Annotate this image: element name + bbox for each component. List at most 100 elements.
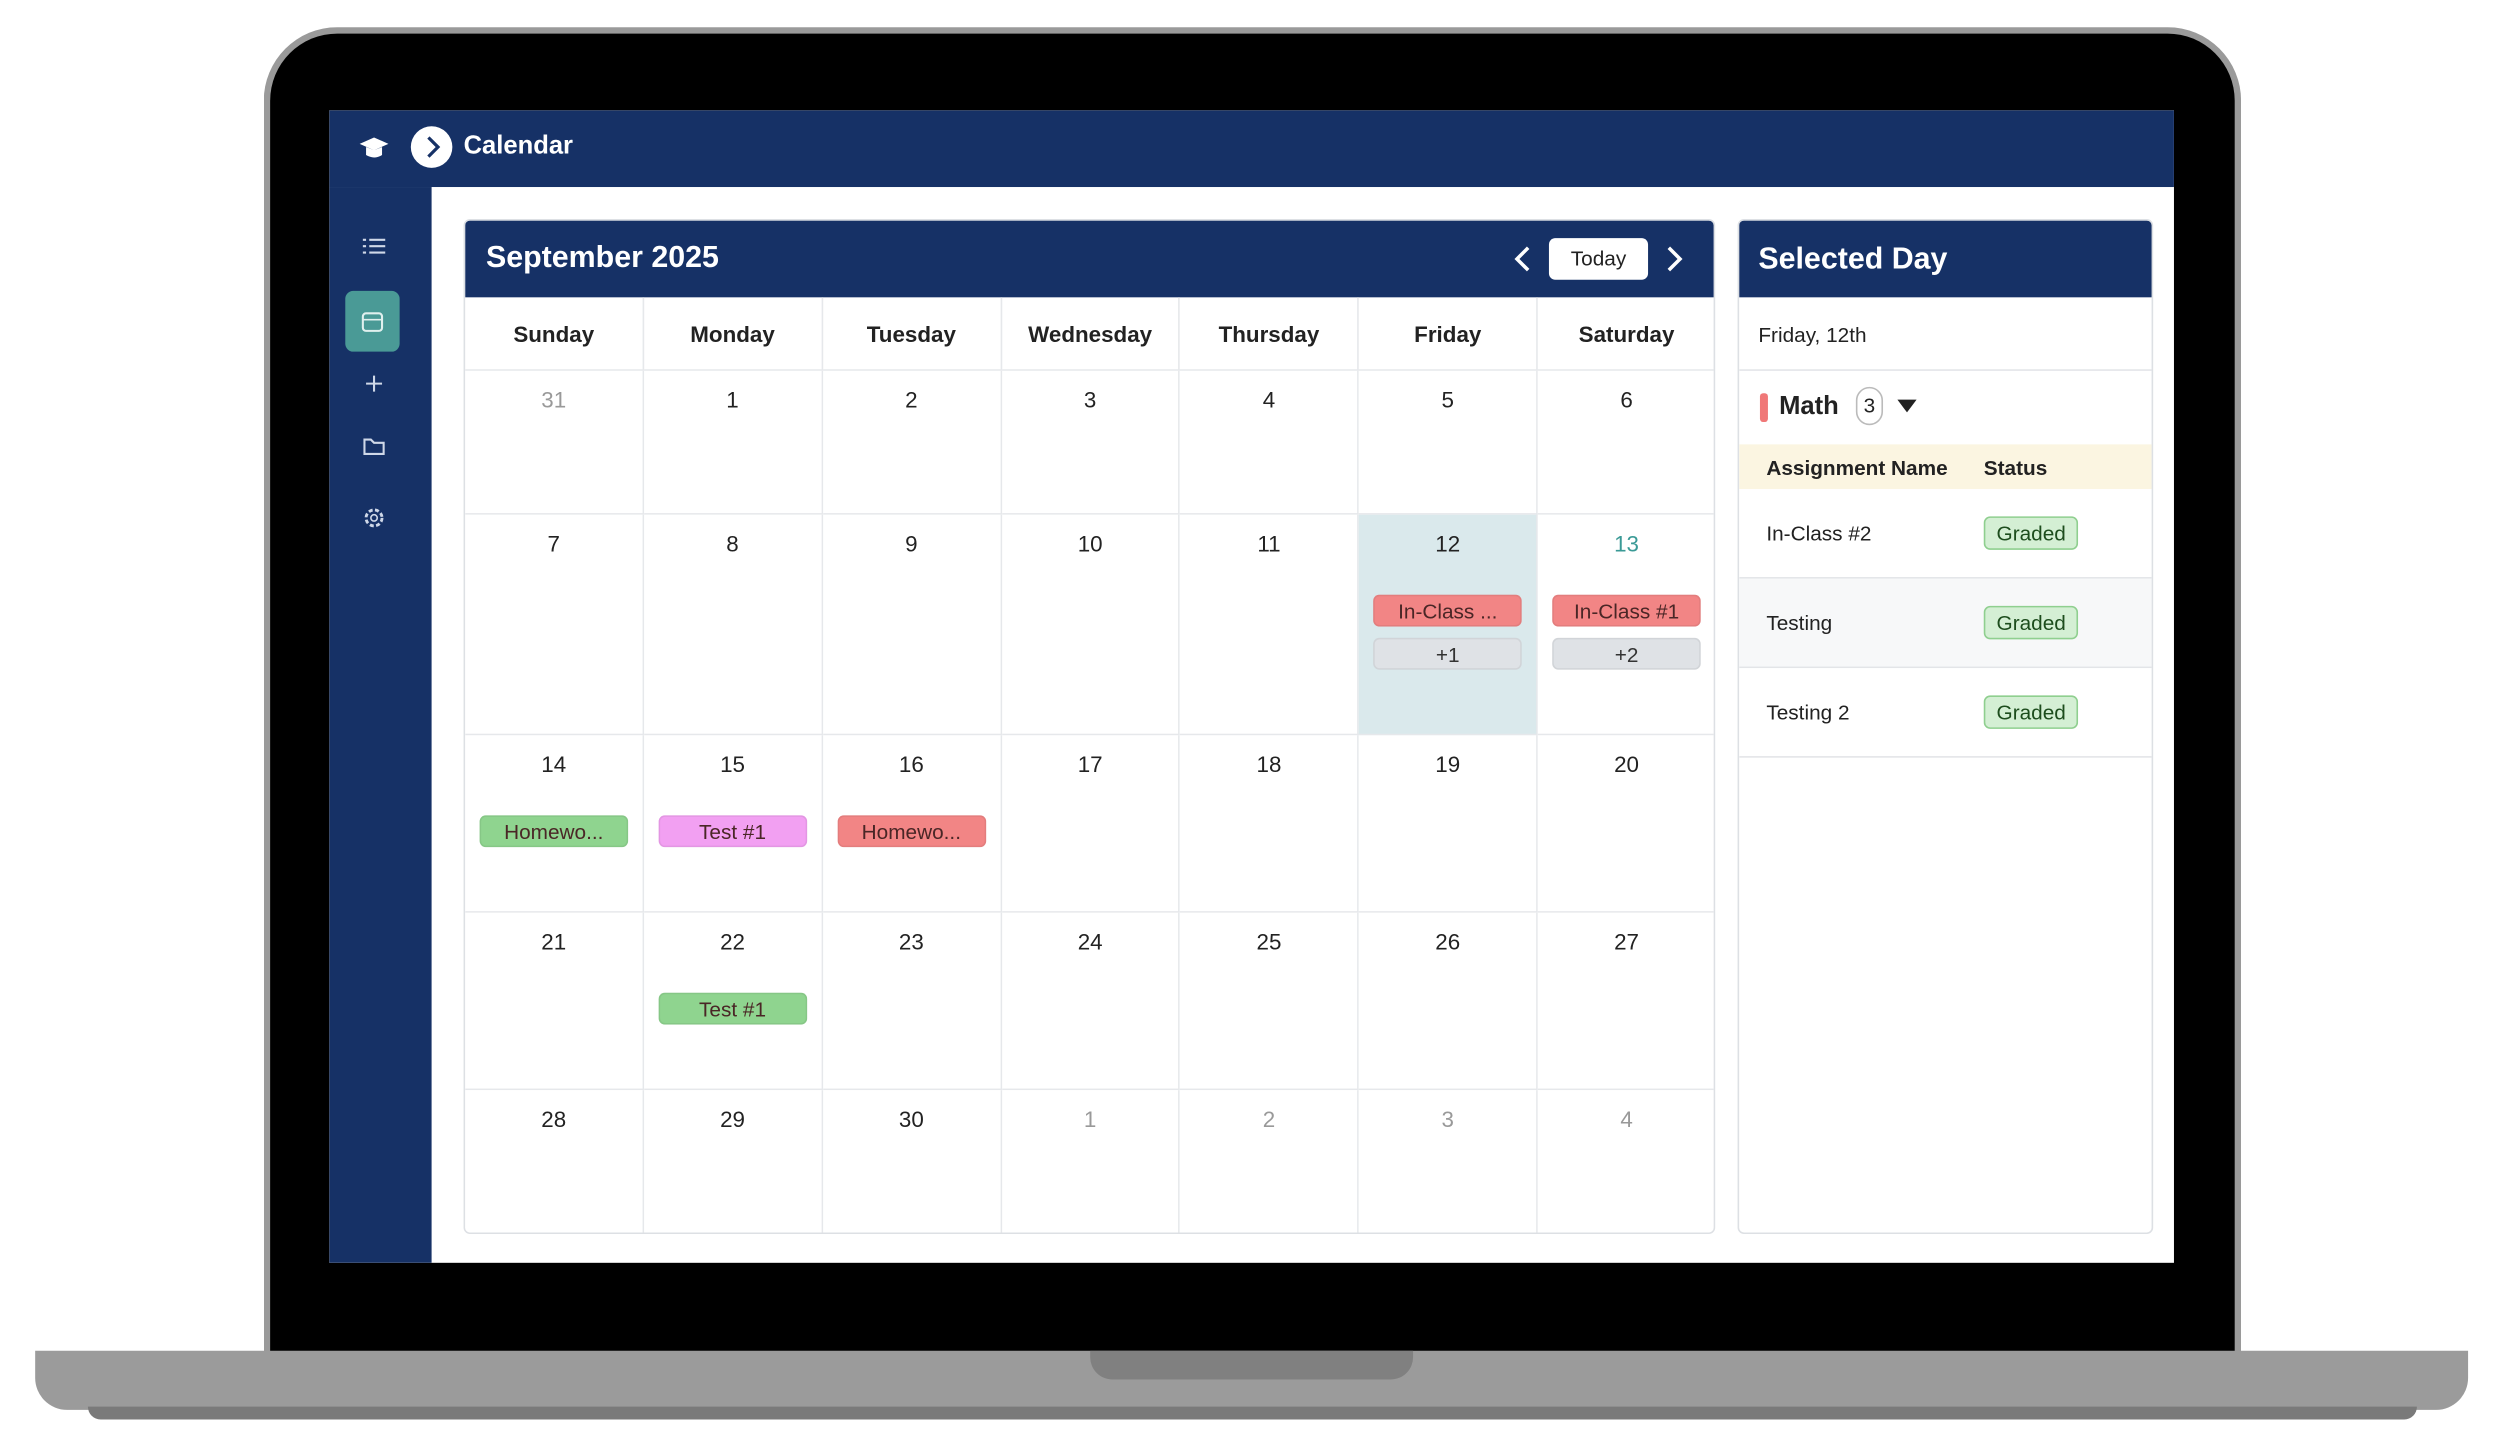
day-cell[interactable]: 29 (643, 1090, 823, 1233)
subject-color (1759, 393, 1768, 423)
subject-count: 3 (1855, 386, 1884, 426)
day-number: 30 (898, 1106, 924, 1132)
assignment-row[interactable]: In-Class #2 Graded (1739, 489, 2152, 579)
day-number: 20 (1614, 751, 1640, 777)
sidebar (329, 187, 432, 1263)
day-cell[interactable]: 2 (822, 370, 1002, 515)
assignment-name: Testing (1766, 610, 1833, 635)
calendar-nav-active[interactable] (345, 290, 400, 352)
prev-button[interactable] (1507, 243, 1539, 275)
day-number: 27 (1614, 928, 1640, 955)
day-number: 3 (1441, 1106, 1454, 1132)
day-cell[interactable]: 30 (822, 1090, 1002, 1233)
day-number: 14 (541, 751, 567, 777)
day-cell[interactable]: 3 (1359, 1090, 1538, 1233)
day-cell[interactable]: 10 (1001, 514, 1181, 736)
app-title: Calendar (463, 132, 574, 160)
weekday-header: Tuesday (822, 297, 1002, 371)
settings-icon[interactable] (361, 505, 387, 531)
day-cell[interactable]: 1 (1001, 1090, 1181, 1233)
day-cell[interactable]: 22 Test #1 (643, 912, 823, 1091)
status-badge: Graded (1983, 605, 2079, 640)
day-number: 4 (1620, 1106, 1633, 1132)
assignment-row[interactable]: Testing 2 Graded (1739, 668, 2152, 758)
day-cell[interactable]: 20 (1537, 735, 1714, 913)
calendar-header: September 2025 Today (465, 220, 1714, 298)
day-cell[interactable]: 11 (1180, 514, 1360, 736)
day-cell[interactable]: 12 In-Class ... +1 (1359, 514, 1538, 736)
day-cell[interactable]: 6 (1537, 370, 1714, 515)
day-number: 4 (1262, 386, 1276, 413)
event-pill[interactable]: In-Class #1 (1552, 594, 1701, 627)
day-cell[interactable]: 17 (1001, 735, 1181, 913)
assignment-name: In-Class #2 (1766, 521, 1872, 546)
day-cell[interactable]: 28 (465, 1090, 644, 1233)
folder-icon[interactable] (361, 435, 387, 457)
subject-toggle[interactable] (1896, 398, 1918, 414)
add-icon[interactable] (363, 372, 385, 394)
day-cell[interactable]: 31 (465, 370, 644, 515)
event-pill[interactable]: In-Class ... (1373, 594, 1522, 627)
day-cell[interactable]: 16 Homewo... (822, 735, 1002, 913)
day-number: 15 (720, 751, 745, 777)
day-cell[interactable]: 18 (1180, 735, 1360, 913)
today-button[interactable]: Today (1548, 238, 1649, 280)
panel-title: Selected Day (1758, 242, 1948, 277)
assignment-name: Testing 2 (1766, 700, 1850, 725)
day-number: 5 (1441, 386, 1454, 413)
day-cell[interactable]: 25 (1180, 912, 1360, 1091)
day-cell[interactable]: 2 (1180, 1090, 1360, 1233)
assignment-row[interactable]: Testing Graded (1739, 578, 2152, 669)
event-pill[interactable]: +2 (1552, 637, 1701, 670)
event-pill[interactable]: Test #1 (658, 815, 807, 848)
day-number: 3 (1083, 386, 1097, 413)
day-number: 25 (1256, 928, 1282, 955)
day-number: 22 (720, 928, 745, 955)
day-cell[interactable]: 7 (465, 514, 644, 736)
day-cell[interactable]: 21 (465, 912, 644, 1091)
day-number: 9 (905, 530, 918, 557)
weekday-header: Sunday (465, 297, 644, 371)
day-number: 13 (1614, 530, 1640, 557)
day-number: 28 (541, 1106, 567, 1132)
day-number: 17 (1077, 751, 1103, 777)
day-cell[interactable]: 4 (1180, 370, 1360, 515)
status-badge: Graded (1983, 516, 2079, 550)
day-cell[interactable]: 8 (643, 514, 823, 736)
day-number: 10 (1077, 530, 1103, 557)
day-number: 29 (720, 1106, 745, 1132)
day-cell[interactable]: 5 (1359, 370, 1538, 515)
day-cell[interactable]: 15 Test #1 (643, 735, 823, 913)
day-cell[interactable]: 23 (822, 912, 1002, 1091)
menu-icon[interactable] (361, 235, 387, 257)
event-pill[interactable]: Test #1 (658, 992, 807, 1025)
logo-icon (359, 137, 389, 158)
day-cell[interactable]: 26 (1359, 912, 1538, 1091)
day-cell[interactable]: 4 (1537, 1090, 1714, 1233)
day-number: 21 (541, 928, 567, 955)
next-button[interactable] (1658, 243, 1690, 275)
day-cell[interactable]: 13 In-Class #1 +2 (1537, 514, 1714, 736)
day-cell[interactable]: 24 (1001, 912, 1181, 1091)
event-pill[interactable]: Homewo... (479, 815, 628, 848)
day-cell[interactable]: 14 Homewo... (465, 735, 644, 913)
day-number: 7 (547, 530, 560, 557)
day-number: 18 (1256, 751, 1282, 777)
table-header: Assignment Name Status (1739, 444, 2152, 490)
month-title: September 2025 (485, 241, 719, 275)
event-pill[interactable]: Homewo... (837, 815, 986, 848)
day-cell[interactable]: 27 (1537, 912, 1714, 1091)
weekday-header: Monday (643, 297, 823, 371)
selected-day-panel: Selected Day Friday, 12th Math 3 Assignm… (1737, 218, 2154, 1235)
expand-button[interactable] (410, 126, 453, 168)
laptop-foot (87, 1406, 2417, 1420)
day-cell[interactable]: 1 (643, 370, 823, 515)
event-pill[interactable]: +1 (1373, 637, 1522, 670)
day-number: 6 (1620, 386, 1633, 413)
day-number: 16 (898, 751, 924, 777)
day-cell[interactable]: 19 (1359, 735, 1538, 913)
day-cell[interactable]: 3 (1001, 370, 1181, 515)
day-cell[interactable]: 9 (822, 514, 1002, 736)
weekday-header: Thursday (1180, 297, 1360, 371)
